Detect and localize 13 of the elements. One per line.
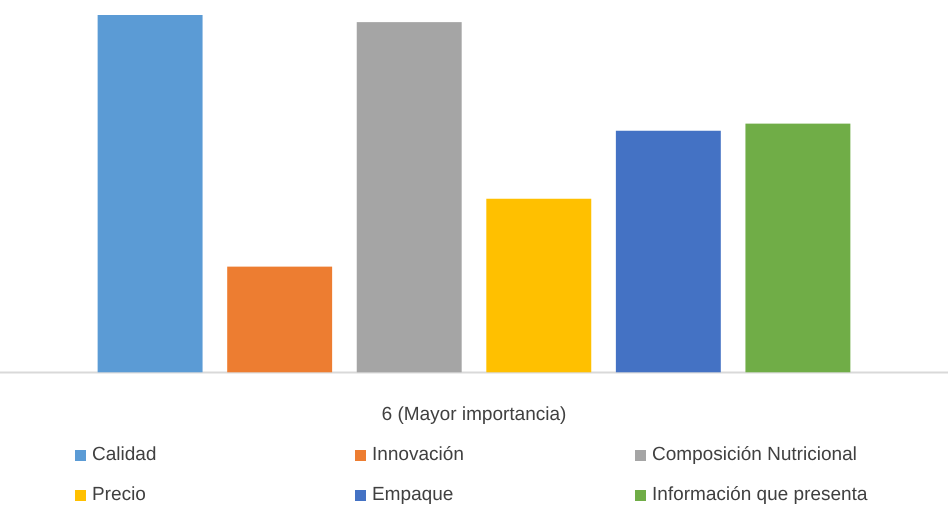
bar xyxy=(227,266,332,372)
legend-label: Composición Nutricional xyxy=(652,444,857,466)
legend-label: Empaque xyxy=(372,484,454,506)
legend-label: Precio xyxy=(92,484,146,506)
bar xyxy=(486,198,592,372)
bar xyxy=(745,124,850,372)
x-axis-title: 6 (Mayor importancia) xyxy=(382,404,566,425)
legend-label: Información que presenta xyxy=(652,484,868,506)
bar xyxy=(616,130,721,372)
bar xyxy=(356,22,462,372)
legend-label: Calidad xyxy=(92,444,156,466)
bar xyxy=(98,15,203,372)
legend-label: Innovación xyxy=(372,444,464,466)
